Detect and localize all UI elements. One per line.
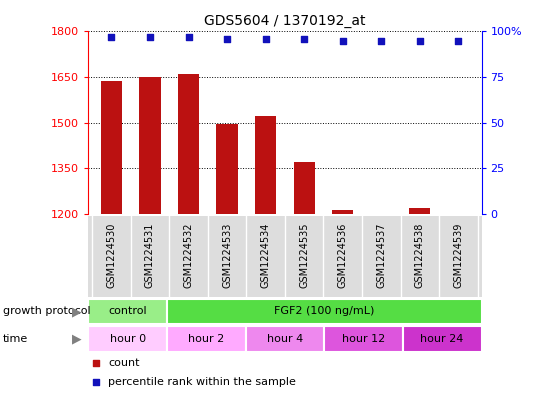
Point <box>377 37 386 44</box>
Text: ▶: ▶ <box>72 305 82 318</box>
Point <box>352 127 361 133</box>
Point <box>146 34 154 40</box>
Text: GSM1224539: GSM1224539 <box>453 222 463 288</box>
Text: GSM1224536: GSM1224536 <box>338 222 348 288</box>
Text: hour 4: hour 4 <box>267 334 303 344</box>
Bar <box>88 326 167 352</box>
Bar <box>167 326 246 352</box>
Point <box>223 36 231 42</box>
Point <box>107 34 116 40</box>
Bar <box>324 326 403 352</box>
Point <box>339 37 347 44</box>
Title: GDS5604 / 1370192_at: GDS5604 / 1370192_at <box>204 14 365 28</box>
Text: GSM1224531: GSM1224531 <box>145 222 155 288</box>
Bar <box>167 299 482 324</box>
Point <box>184 34 193 40</box>
Bar <box>255 116 276 214</box>
Text: hour 12: hour 12 <box>342 334 385 344</box>
Text: control: control <box>108 307 147 316</box>
Text: count: count <box>108 358 140 367</box>
Bar <box>101 81 122 214</box>
Bar <box>294 162 315 214</box>
Bar <box>246 326 324 352</box>
Text: GSM1224537: GSM1224537 <box>376 222 386 288</box>
Text: growth protocol: growth protocol <box>3 307 90 316</box>
Point <box>261 36 270 42</box>
Text: GSM1224532: GSM1224532 <box>184 222 194 288</box>
Text: FGF2 (100 ng/mL): FGF2 (100 ng/mL) <box>274 307 374 316</box>
Point <box>416 37 424 44</box>
Bar <box>178 74 199 214</box>
Text: hour 2: hour 2 <box>188 334 224 344</box>
Text: ▶: ▶ <box>72 332 82 345</box>
Text: GSM1224533: GSM1224533 <box>222 222 232 288</box>
Point <box>300 36 309 42</box>
Text: GSM1224530: GSM1224530 <box>106 222 117 288</box>
Bar <box>88 299 167 324</box>
Point <box>352 304 361 310</box>
Text: time: time <box>3 334 28 344</box>
Point <box>454 37 463 44</box>
Bar <box>139 77 160 214</box>
Bar <box>403 326 482 352</box>
Text: GSM1224538: GSM1224538 <box>415 222 425 288</box>
Text: hour 24: hour 24 <box>421 334 464 344</box>
Text: GSM1224535: GSM1224535 <box>299 222 309 288</box>
Text: percentile rank within the sample: percentile rank within the sample <box>108 377 296 387</box>
Bar <box>217 124 238 214</box>
Bar <box>332 209 353 214</box>
Bar <box>409 208 431 214</box>
Text: hour 0: hour 0 <box>110 334 146 344</box>
Text: GSM1224534: GSM1224534 <box>261 222 271 288</box>
